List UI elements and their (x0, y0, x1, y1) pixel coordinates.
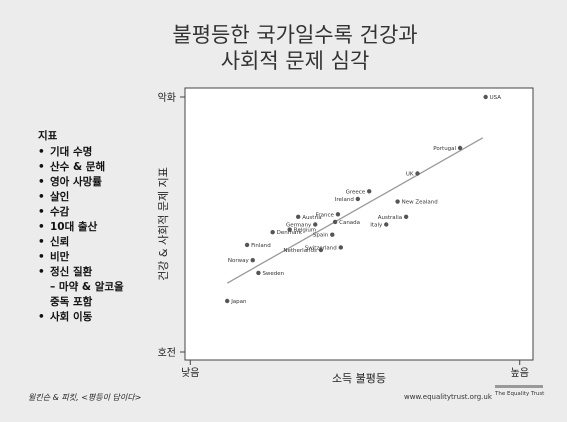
indicator-item: 영아 사망률 (38, 175, 124, 190)
title-line-1: 불평등한 국가일수록 건강과 (172, 23, 418, 47)
point-label-portugal: Portugal (433, 146, 456, 152)
data-point-australia (403, 214, 409, 220)
point-label-austria: Austria (302, 215, 321, 221)
logo-bar (495, 385, 543, 388)
data-point-uk (415, 171, 420, 176)
indicator-item: 정신 질환 (38, 265, 124, 280)
data-point-switzerland (338, 245, 343, 250)
data-point-canada (332, 219, 338, 225)
point-label-germany: Germany (286, 223, 312, 229)
indicator-item: 수감 (38, 205, 124, 220)
point-label-ireland: Ireland (335, 197, 354, 203)
x-tick-label-high: 높음 (511, 367, 529, 379)
data-point-italy (384, 222, 389, 227)
data-point-new-zealand (395, 199, 400, 204)
data-point-ireland (355, 196, 361, 202)
logo-text: The Equality Trust (495, 391, 545, 397)
indicator-item: 기대 수명 (38, 145, 124, 160)
equality-trust-logo: The Equality Trust (495, 385, 545, 397)
data-point-norway (250, 258, 255, 263)
citation: 윌킨슨 & 피킷, <평등이 답이다> (28, 393, 142, 402)
indicators-title: 지표 (38, 130, 58, 142)
point-label-finland: Finland (251, 243, 271, 249)
data-point-greece (367, 189, 372, 194)
indicator-item: 10대 출산 (38, 220, 124, 235)
chart-title: 불평등한 국가일수록 건강과 사회적 문제 심각 (150, 22, 440, 74)
point-label-france: France (316, 212, 335, 218)
point-label-netherlands: Netherlands (283, 248, 317, 254)
data-point-germany (313, 222, 318, 227)
point-label-italy: Italy (370, 223, 383, 229)
indicators-list: 지표 기대 수명산수 & 문해영아 사망률살인수감10대 출산신뢰비만정신 질환… (38, 128, 124, 325)
y-axis-label: 건강 & 사회적 문제 지표 (157, 167, 170, 281)
data-point-netherlands (318, 247, 324, 253)
data-point-belgium (287, 227, 292, 232)
point-label-usa: USA (490, 95, 502, 101)
trend-line (226, 137, 484, 284)
point-label-belgium: Belgium (294, 228, 317, 234)
point-label-japan: Japan (230, 299, 247, 305)
point-label-canada: Canada (339, 220, 360, 226)
website-url: www.equalitytrust.org.uk (404, 393, 492, 401)
data-point-denmark (270, 229, 275, 235)
data-point-sweden (256, 270, 261, 276)
point-label-sweden: Sweden (262, 271, 284, 277)
point-label-australia: Australia (378, 215, 402, 221)
indicator-item: 산수 & 문해 (38, 160, 124, 175)
point-label-greece: Greece (346, 189, 366, 195)
indicator-item: 사회 이동 (38, 310, 124, 325)
y-tick-label-bad: 악화 (158, 92, 176, 104)
point-label-new-zealand: New Zealand (402, 200, 438, 206)
data-point-japan (225, 298, 230, 304)
data-point-austria (296, 214, 301, 220)
x-tick-label-low: 낮음 (181, 367, 199, 379)
point-label-norway: Norway (228, 258, 250, 264)
indicator-items: 기대 수명산수 & 문해영아 사망률살인수감10대 출산신뢰비만정신 질환– 마… (38, 145, 124, 325)
data-point-portugal (457, 145, 463, 151)
indicator-item: 신뢰 (38, 235, 124, 250)
point-label-spain: Spain (313, 233, 329, 239)
x-axis-label: 소득 불평등 (332, 372, 386, 385)
y-tick-label-good: 호전 (158, 347, 176, 359)
plot-frame (184, 87, 534, 361)
point-label-uk: UK (406, 172, 414, 178)
indicator-item: 중독 포함 (50, 296, 93, 308)
data-point-spain (330, 232, 335, 237)
point-label-denmark: Denmark (277, 230, 303, 236)
indicator-item: – 마약 & 알코올 (50, 281, 124, 293)
data-point-usa (483, 94, 488, 100)
data-point-france (335, 212, 341, 217)
data-point-finland (244, 242, 250, 248)
title-line-2: 사회적 문제 심각 (220, 49, 370, 73)
indicator-item: 비만 (38, 250, 124, 265)
indicator-item: 살인 (38, 190, 124, 205)
